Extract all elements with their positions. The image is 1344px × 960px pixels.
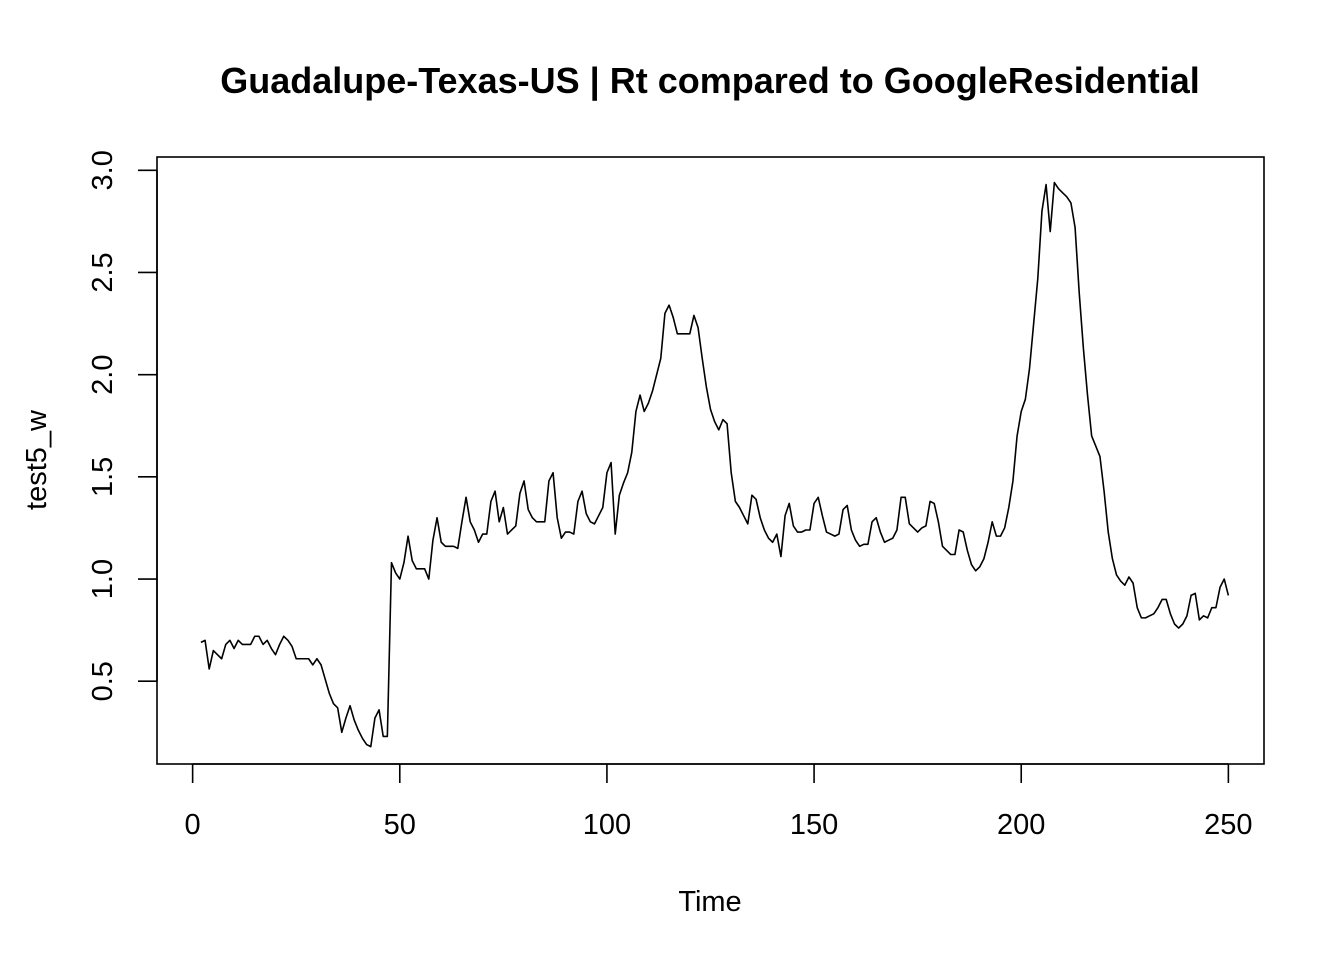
x-axis: 0 50 100 150 200 250 xyxy=(185,763,1253,841)
x-tick-label: 100 xyxy=(583,809,631,841)
y-axis-label: test5_w xyxy=(21,409,53,510)
x-axis-label: Time xyxy=(678,886,741,918)
x-tick-label: 150 xyxy=(790,809,838,841)
y-tick-label: 2.0 xyxy=(87,354,119,394)
y-tick-label: 1.5 xyxy=(87,457,119,497)
y-tick-label: 3.0 xyxy=(87,150,119,190)
x-tick-label: 0 xyxy=(185,809,201,841)
y-tick-label: 1.0 xyxy=(87,559,119,599)
x-tick-label: 200 xyxy=(997,809,1045,841)
series-line xyxy=(200,181,1230,748)
y-tick-label: 2.5 xyxy=(87,252,119,292)
x-tick-label: 50 xyxy=(384,809,416,841)
x-tick-label: 250 xyxy=(1204,809,1252,841)
y-tick-label: 0.5 xyxy=(87,661,119,701)
chart-title: Guadalupe-Texas-US | Rt compared to Goog… xyxy=(220,60,1200,102)
y-axis: 0.5 1.0 1.5 2.0 2.5 3.0 xyxy=(87,150,158,701)
